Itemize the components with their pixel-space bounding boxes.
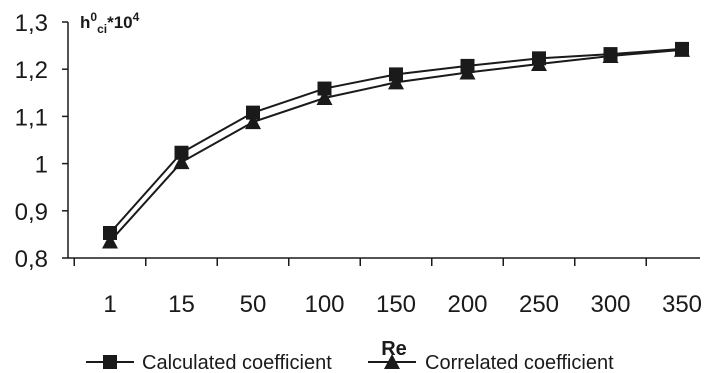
y-tick-label: 1,3 <box>15 10 48 37</box>
x-tick-label: 300 <box>590 291 630 318</box>
series-layer <box>102 41 690 249</box>
axes <box>62 21 700 266</box>
legend-label-correlated: Correlated coefficient <box>425 352 614 373</box>
legend-item-correlated: Correlated coefficient <box>368 352 614 373</box>
y-tick-label: 0,9 <box>15 199 48 226</box>
x-tick-label: 1 <box>103 291 116 318</box>
x-axis-title: Re <box>381 338 407 360</box>
x-tick-label: 350 <box>662 291 702 318</box>
data-point-correlated <box>316 89 333 105</box>
legend-triangle-marker <box>384 354 400 369</box>
x-tick-label: 250 <box>519 291 559 318</box>
x-tick-labels: 1 15 50 100 150 200 250 300 350 <box>103 291 702 318</box>
data-point-correlated <box>388 74 404 90</box>
data-point-correlated <box>173 154 190 170</box>
y-tick-label: 1,2 <box>15 57 48 84</box>
data-point-calculated <box>174 145 189 160</box>
y-tick-labels: 0,8 0,9 1 1,1 1,2 1,3 <box>15 10 48 273</box>
data-point-correlated <box>245 114 261 130</box>
legend-item-calculated: Calculated coefficient <box>86 352 332 373</box>
data-point-correlated <box>459 64 476 80</box>
y-axis-title: h0ci*104 <box>80 10 140 36</box>
y-tick-label: 0,8 <box>15 246 48 273</box>
legend-square-marker <box>103 355 117 369</box>
data-point-correlated <box>102 233 118 249</box>
data-point-calculated <box>317 81 332 96</box>
x-tick-label: 15 <box>168 291 195 318</box>
x-tick-label: 100 <box>304 291 344 318</box>
data-point-correlated <box>531 56 547 72</box>
x-tick-label: 150 <box>376 291 416 318</box>
legend: Calculated coefficient Correlated coeffi… <box>86 352 614 373</box>
y-tick-label: 1,1 <box>15 104 48 131</box>
data-point-calculated <box>246 105 260 120</box>
data-point-calculated <box>389 67 403 82</box>
x-tick-label: 50 <box>240 291 267 318</box>
data-point-correlated <box>602 47 619 63</box>
legend-label-calculated: Calculated coefficient <box>142 352 332 373</box>
data-point-correlated <box>674 41 690 57</box>
x-tick-label: 200 <box>447 291 487 318</box>
y-tick-label: 1 <box>35 152 48 179</box>
